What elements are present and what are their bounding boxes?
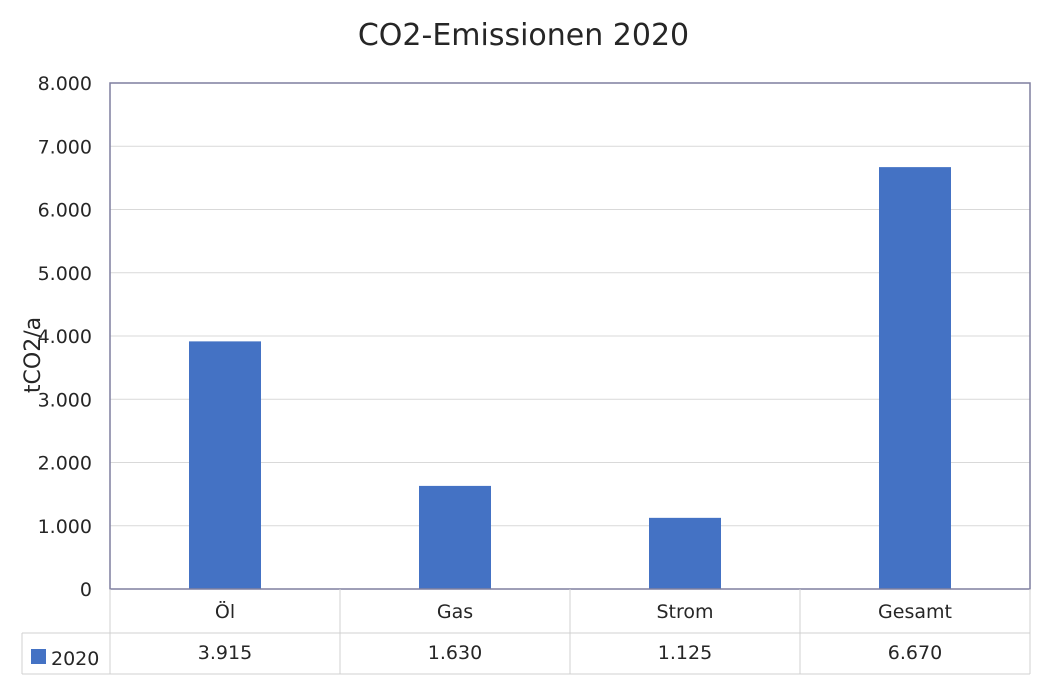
y-axis-label: tCO2/a <box>21 317 46 393</box>
bar-1 <box>189 341 261 589</box>
legend-swatch <box>31 649 46 664</box>
y-tick-label: 2.000 <box>38 453 92 475</box>
y-tick-label: 1.000 <box>38 516 92 538</box>
data-table: Öl 3.915 Gas 1.630 Strom 1.125 Gesamt 6.670 2020 <box>21 589 1031 675</box>
y-tick-label: 8.000 <box>38 73 92 95</box>
bar-3 <box>649 517 721 589</box>
y-tick-label: 7.000 <box>38 136 92 158</box>
y-tick-label: 4.000 <box>38 326 92 348</box>
y-tick-label: 5.000 <box>38 263 92 285</box>
bar-2 <box>419 485 491 589</box>
bars <box>189 167 951 589</box>
value-label: 6.670 <box>888 642 942 664</box>
category-label: Gesamt <box>878 601 952 623</box>
y-tick-label: 3.000 <box>38 389 92 411</box>
category-label: Gas <box>437 601 473 623</box>
legend-label: 2020 <box>51 648 99 670</box>
category-label: Strom <box>656 601 713 623</box>
category-label: Öl <box>215 600 235 623</box>
value-label: 1.630 <box>428 642 482 664</box>
y-axis-ticks: 0 1.000 2.000 3.000 4.000 5.000 6.000 7.000 8.00… <box>38 73 92 601</box>
y-tick-label: 0 <box>80 579 92 601</box>
chart-title: CO2-Emissionen 2020 <box>357 18 690 53</box>
y-tick-label: 6.000 <box>38 200 92 222</box>
value-label: 1.125 <box>658 642 712 664</box>
bar-4 <box>879 167 951 589</box>
value-label: 3.915 <box>198 642 252 664</box>
